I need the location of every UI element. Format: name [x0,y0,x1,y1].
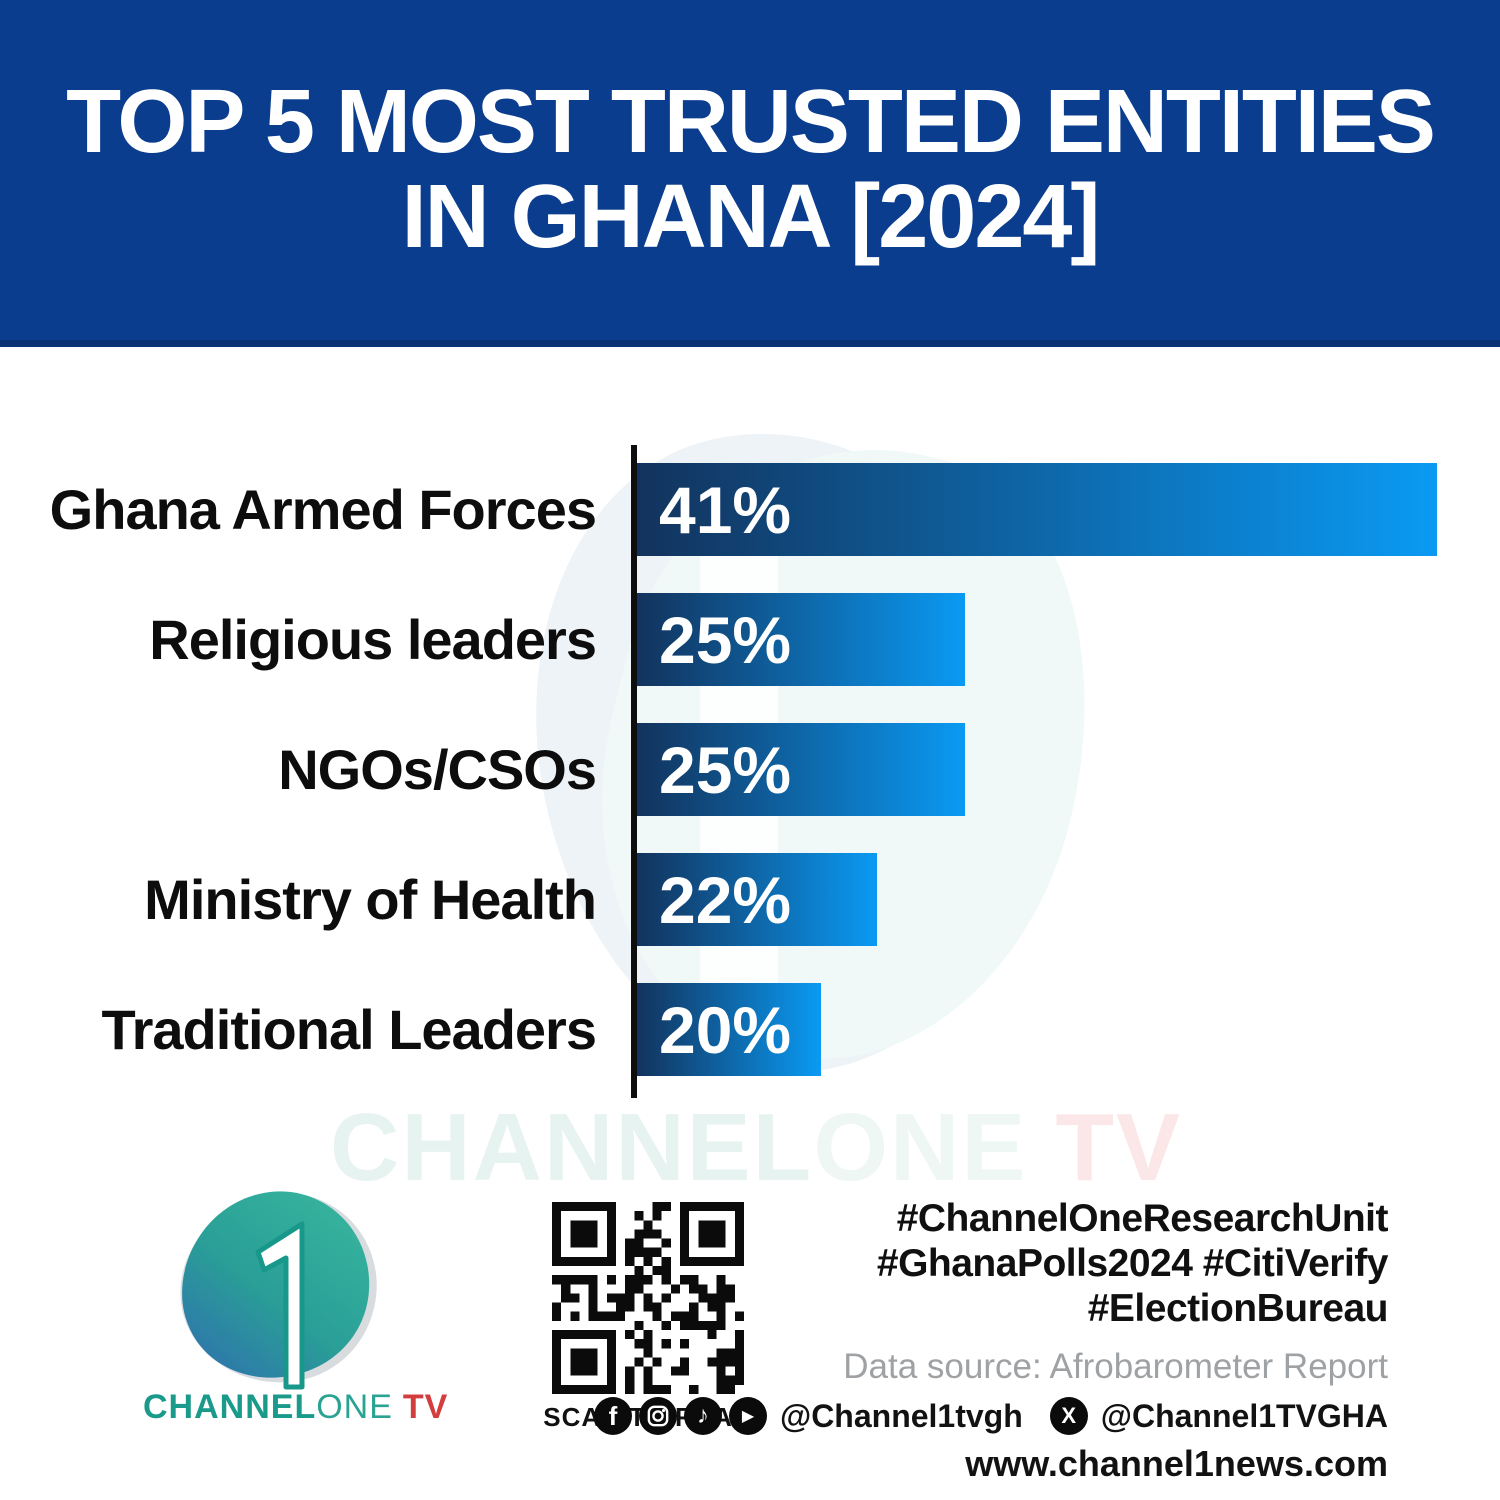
channel-one-logo [150,1182,410,1392]
bar-row: Ghana Armed Forces 41% [0,463,1500,556]
bar: 22% [637,853,877,946]
bar-value-label: 25% [659,732,792,807]
bar-value-label: 25% [659,602,792,677]
logo-wordmark: CHANNELONE TV [143,1388,448,1427]
youtube-icon: ▶ [728,1397,767,1435]
bar-row: Religious leaders 25% [0,593,1500,686]
logo-one-text: ONE [316,1388,393,1426]
social-handle-2: @Channel1TVGHA [1100,1397,1388,1434]
chart-axis-line [631,445,637,1098]
qr-code [552,1202,744,1394]
category-label: Religious leaders [149,608,597,671]
bar-value-label: 20% [659,992,792,1067]
bar-value-label: 22% [659,862,792,937]
page-title-line1: TOP 5 MOST TRUSTED ENTITIES [66,71,1436,172]
watermark-one: ONE [813,1094,1028,1201]
qr-code-image [552,1202,744,1394]
page-title-line2: IN GHANA [2024] [401,167,1101,267]
title-banner: TOP 5 MOST TRUSTED ENTITIES IN GHANA [20… [0,0,1500,347]
watermark-wordmark: CHANNELONE TV [330,1093,1182,1203]
x-icon: X [1049,1397,1088,1435]
bar-value-label: 41% [659,472,792,547]
hashtag-line-2: #GhanaPolls2024 #CitiVerify [876,1242,1389,1285]
facebook-icon: f [593,1397,632,1435]
data-source-text: Data source: Afrobarometer Report [843,1347,1388,1386]
bar: 41% [637,463,1437,556]
watermark-channel: CHANNEL [330,1094,814,1201]
hashtag-line-3: #ElectionBureau [1087,1287,1389,1330]
instagram-icon [638,1397,677,1435]
channel-one-logo-icon [180,1191,377,1390]
category-label: NGOs/CSOs [278,738,597,801]
logo-tv-text: TV [402,1388,449,1426]
bar: 25% [637,593,965,686]
social-handle-1: @Channel1tvgh [779,1397,1023,1434]
tiktok-icon: ♪ [683,1397,722,1435]
hashtag-line-1: #ChannelOneResearchUnit [896,1197,1389,1240]
bar-row: Ministry of Health 22% [0,853,1500,946]
footer-right-block: #ChannelOneResearchUnit #GhanaPolls2024 … [593,1196,1389,1485]
bar: 20% [637,983,821,1076]
category-label: Traditional Leaders [101,998,598,1061]
watermark-tv: TV [1055,1094,1183,1201]
logo-channel-text: CHANNEL [143,1388,317,1426]
bar-row: Traditional Leaders 20% [0,983,1500,1076]
bar-row: NGOs/CSOs 25% [0,723,1500,816]
category-label: Ministry of Health [144,868,597,931]
website-url: www.channel1news.com [965,1443,1388,1484]
social-row: f ♪ ▶ @Channel1tvgh X @Channel1TVGHA [593,1397,1388,1435]
bar-chart: Ghana Armed Forces 41% Religious leaders… [0,445,1500,1105]
category-label: Ghana Armed Forces [49,478,597,541]
bar: 25% [637,723,965,816]
